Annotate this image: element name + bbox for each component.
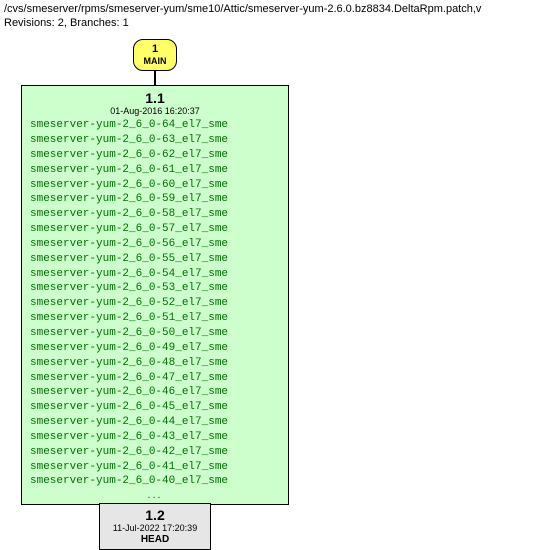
revision-tag: smeserver-yum-2_6_0-43_el7_sme [30, 430, 280, 445]
revision-tag: smeserver-yum-2_6_0-54_el7_sme [30, 267, 280, 282]
revision-date: 11-Jul-2022 17:20:39 [108, 523, 202, 534]
revision-tag: smeserver-yum-2_6_0-57_el7_sme [30, 222, 280, 237]
revision-1.1-node: 1.1 01-Aug-2016 16:20:37 smeserver-yum-2… [21, 85, 289, 506]
revision-tag: smeserver-yum-2_6_0-55_el7_sme [30, 252, 280, 267]
revision-date: 01-Aug-2016 16:20:37 [30, 106, 280, 117]
revision-tag: smeserver-yum-2_6_0-48_el7_sme [30, 356, 280, 371]
file-header: /cvs/smeserver/rpms/smeserver-yum/sme10/… [0, 0, 554, 33]
revision-tag: smeserver-yum-2_6_0-49_el7_sme [30, 341, 280, 356]
revision-tag: smeserver-yum-2_6_0-41_el7_sme [30, 460, 280, 475]
revision-tag: smeserver-yum-2_6_0-50_el7_sme [30, 326, 280, 341]
branch-main-node: 1 MAIN [133, 39, 177, 71]
branch-label: MAIN [138, 56, 172, 67]
revision-tag: smeserver-yum-2_6_0-64_el7_sme [30, 118, 280, 133]
revision-tag: smeserver-yum-2_6_0-58_el7_sme [30, 207, 280, 222]
revision-tag: smeserver-yum-2_6_0-42_el7_sme [30, 445, 280, 460]
revision-tag: smeserver-yum-2_6_0-44_el7_sme [30, 415, 280, 430]
revision-tag: smeserver-yum-2_6_0-47_el7_sme [30, 371, 280, 386]
connector-main-to-11 [154, 69, 156, 85]
revision-tag: smeserver-yum-2_6_0-62_el7_sme [30, 148, 280, 163]
revision-number: 1.2 [108, 507, 202, 524]
revision-tag: smeserver-yum-2_6_0-52_el7_sme [30, 296, 280, 311]
revision-tag: smeserver-yum-2_6_0-53_el7_sme [30, 281, 280, 296]
revision-tag: smeserver-yum-2_6_0-59_el7_sme [30, 192, 280, 207]
revision-graph: 1 MAIN 1.1 01-Aug-2016 16:20:37 smeserve… [0, 33, 554, 544]
revision-tag: smeserver-yum-2_6_0-40_el7_sme [30, 474, 280, 489]
revision-tag: smeserver-yum-2_6_0-46_el7_sme [30, 385, 280, 400]
revision-tag: smeserver-yum-2_6_0-61_el7_sme [30, 163, 280, 178]
revision-tag: smeserver-yum-2_6_0-56_el7_sme [30, 237, 280, 252]
revision-tag: smeserver-yum-2_6_0-63_el7_sme [30, 133, 280, 148]
revision-tags: smeserver-yum-2_6_0-64_el7_smesmeserver-… [30, 118, 280, 489]
revision-tag: smeserver-yum-2_6_0-60_el7_sme [30, 178, 280, 193]
revision-tag: smeserver-yum-2_6_0-51_el7_sme [30, 311, 280, 326]
revision-number: 1.1 [30, 90, 280, 107]
branch-number: 1 [138, 43, 172, 56]
file-meta: Revisions: 2, Branches: 1 [4, 16, 550, 30]
tags-ellipsis: ... [30, 489, 280, 502]
file-path: /cvs/smeserver/rpms/smeserver-yum/sme10/… [4, 2, 550, 16]
head-label: HEAD [108, 534, 202, 546]
revision-tag: smeserver-yum-2_6_0-45_el7_sme [30, 400, 280, 415]
